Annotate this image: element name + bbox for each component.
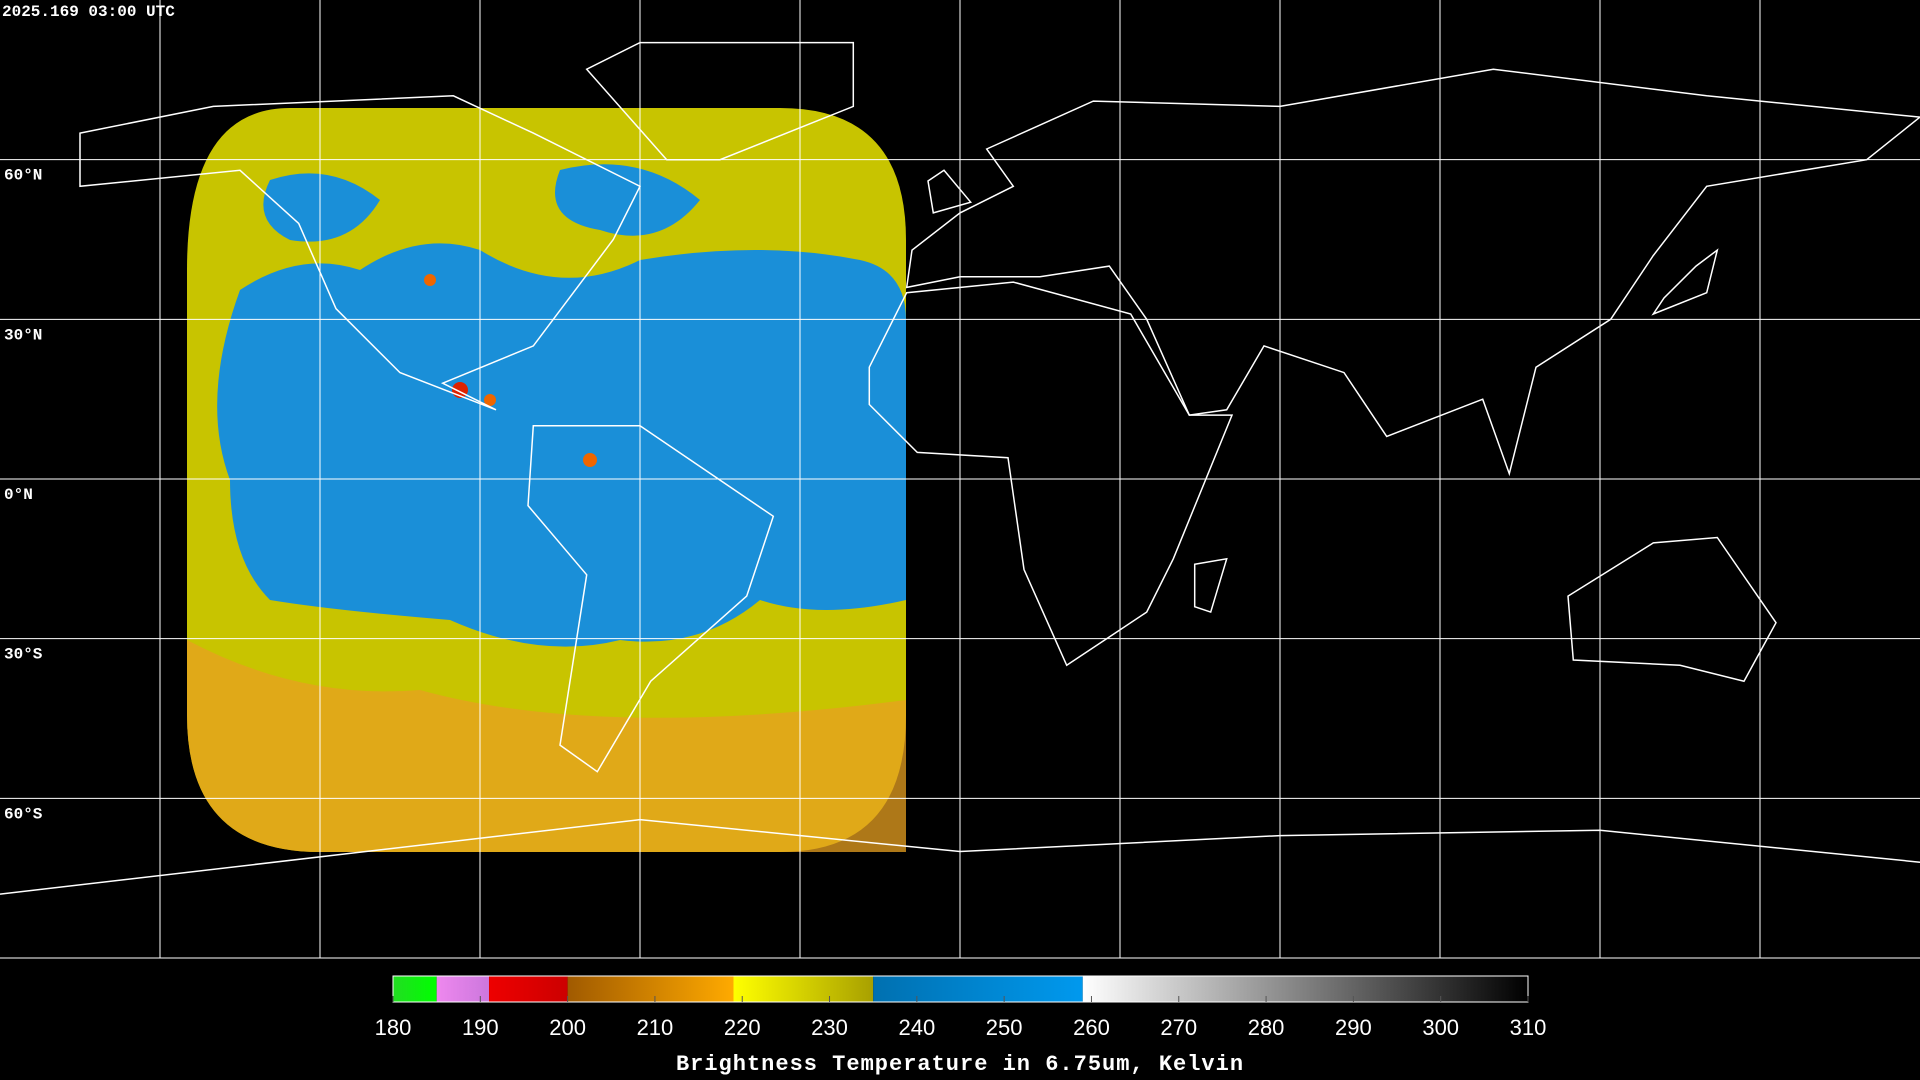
dry-region bbox=[217, 243, 907, 647]
dry-region bbox=[555, 164, 700, 236]
colorbar-segment bbox=[393, 976, 437, 1002]
colorbar-segment bbox=[733, 976, 874, 1002]
colorbar-tick-label: 200 bbox=[549, 1015, 586, 1040]
satellite-imagery bbox=[187, 108, 907, 852]
latitude-label: 30°N bbox=[4, 326, 42, 344]
colorbar: 180 190 200 210 220 230 240 250 260 270 280 290 300 3… bbox=[375, 975, 1547, 1040]
colorbar-tick-label: 210 bbox=[637, 1015, 674, 1040]
colorbar-tick-label: 290 bbox=[1335, 1015, 1372, 1040]
colorbar-segment bbox=[1082, 976, 1528, 1002]
colorbar-tick-label: 220 bbox=[724, 1015, 761, 1040]
colorbar-segment bbox=[567, 976, 734, 1002]
timestamp: 2025.169 03:00 UTC bbox=[2, 3, 175, 21]
warm-region bbox=[187, 640, 906, 852]
coastline bbox=[1193, 557, 1228, 614]
colorbar-segment bbox=[489, 976, 568, 1002]
colorbar-tick-label: 280 bbox=[1248, 1015, 1285, 1040]
colorbar-segment bbox=[436, 976, 490, 1002]
colorbar-tick-label: 190 bbox=[462, 1015, 499, 1040]
colorbar-tick-label: 300 bbox=[1422, 1015, 1459, 1040]
colorbar-title: Brightness Temperature in 6.75um, Kelvin bbox=[676, 1052, 1244, 1077]
graticule: 60°N 30°N 0°N 30°S 60°S bbox=[0, 0, 1920, 959]
cold-cloud bbox=[484, 394, 496, 406]
latitude-label: 30°S bbox=[4, 646, 43, 664]
colorbar-tick-label: 250 bbox=[986, 1015, 1023, 1040]
colorbar-tick-label: 260 bbox=[1073, 1015, 1110, 1040]
latitude-label: 60°N bbox=[4, 167, 42, 185]
colorbar-frame bbox=[392, 975, 1529, 1003]
colorbar-tick-label: 270 bbox=[1160, 1015, 1197, 1040]
colorbar-tick-label: 230 bbox=[811, 1015, 848, 1040]
colorbar-tick-label: 240 bbox=[898, 1015, 935, 1040]
cold-cloud bbox=[424, 274, 436, 286]
coastline bbox=[868, 281, 1234, 667]
coastline bbox=[1651, 248, 1719, 316]
colorbar-tick-label: 310 bbox=[1510, 1015, 1547, 1040]
colorbar-tick-label: 180 bbox=[375, 1015, 412, 1040]
colorbar-segment bbox=[873, 976, 1083, 1002]
latitude-label: 60°S bbox=[4, 805, 43, 823]
latitude-label: 0°N bbox=[4, 486, 33, 504]
coastline bbox=[527, 425, 775, 773]
coastline bbox=[927, 169, 973, 214]
dry-region bbox=[263, 173, 380, 242]
cold-cloud bbox=[583, 453, 597, 467]
